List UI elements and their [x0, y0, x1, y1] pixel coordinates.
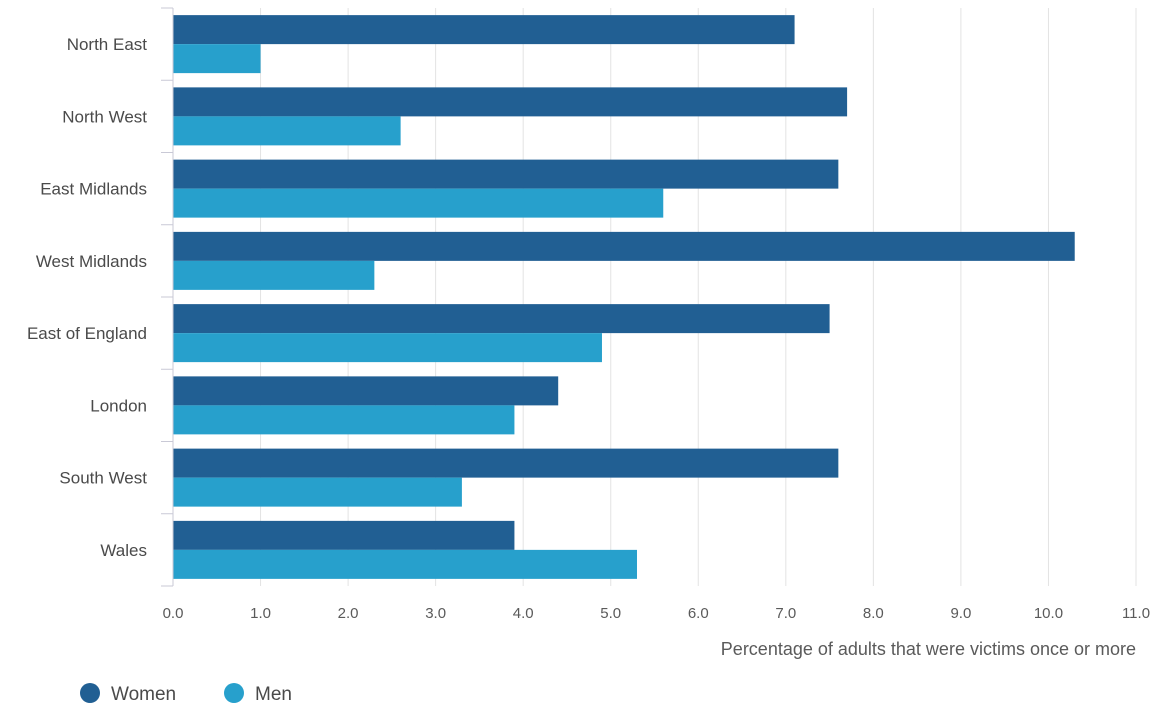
- bar-women-wales: [173, 520, 515, 550]
- x-tick-label: 11.0: [1122, 605, 1150, 622]
- x-tick-label: 6.0: [688, 605, 709, 622]
- legend: Women Men: [80, 683, 292, 705]
- x-tick-label: 7.0: [775, 605, 796, 622]
- bar-women-south-west: [173, 448, 839, 478]
- bar-women-north-west: [173, 87, 848, 117]
- bar-women-east-midlands: [173, 159, 839, 189]
- legend-label: Men: [255, 684, 292, 705]
- x-tick-label: 8.0: [863, 605, 884, 622]
- bar-men-west-midlands: [173, 260, 375, 290]
- legend-label: Women: [111, 684, 176, 705]
- bar-women-east-of-england: [173, 304, 830, 334]
- legend-marker: [80, 683, 100, 703]
- bar-men-south-west: [173, 477, 462, 507]
- y-axis: North East North West East Midlands West Mi…: [27, 7, 174, 587]
- x-tick-label: 4.0: [513, 605, 534, 622]
- x-tick-label: 2.0: [338, 605, 359, 622]
- category-label: North East: [67, 35, 148, 54]
- bar-men-east-midlands: [173, 188, 664, 218]
- bar-women-west-midlands: [173, 231, 1075, 261]
- category-label: North West: [62, 107, 147, 126]
- legend-marker: [224, 683, 244, 703]
- x-tick-label: 5.0: [600, 605, 621, 622]
- category-label: South West: [59, 469, 147, 488]
- category-label: London: [90, 396, 147, 415]
- bar-women-london: [173, 376, 559, 406]
- x-axis-title: Percentage of adults that were victims o…: [721, 639, 1136, 659]
- x-axis: 0.0 1.0 2.0 3.0 4.0 5.0 6.0 7.0 8.0 9.0 10.0 11.0: [163, 605, 1150, 622]
- x-tick-label: 0.0: [163, 605, 184, 622]
- category-label: Wales: [100, 541, 147, 560]
- x-tick-label: 1.0: [250, 605, 271, 622]
- bar-men-east-of-england: [173, 333, 602, 363]
- category-label: East of England: [27, 324, 147, 343]
- category-label: West Midlands: [36, 252, 147, 271]
- bar-men-north-east: [173, 44, 261, 74]
- x-tick-label: 3.0: [425, 605, 446, 622]
- category-label: East Midlands: [40, 180, 147, 199]
- bars: [173, 15, 1075, 579]
- bar-men-north-west: [173, 116, 401, 146]
- bar-men-london: [173, 405, 515, 435]
- bar-men-wales: [173, 549, 637, 579]
- bar-women-north-east: [173, 15, 795, 45]
- x-tick-label: 10.0: [1034, 605, 1063, 622]
- x-tick-label: 9.0: [950, 605, 971, 622]
